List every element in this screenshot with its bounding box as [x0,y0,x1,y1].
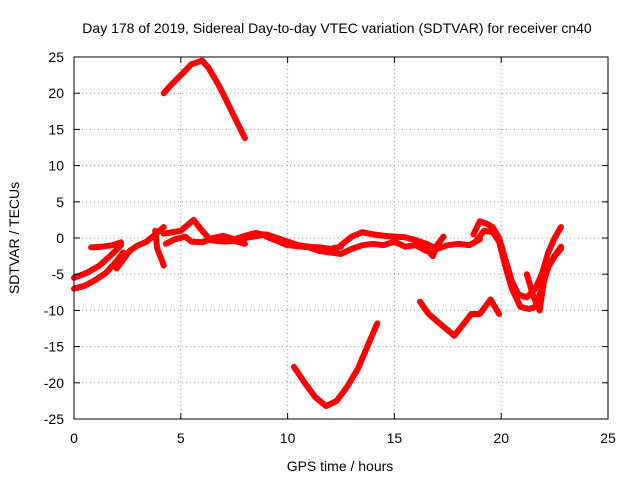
x-tick-label: 10 [280,430,296,446]
x-tick-label: 5 [177,430,185,446]
series-line-trace-k [338,229,483,252]
grid-layer [74,57,608,419]
series-line-trace-e [152,227,167,269]
y-tick-label: 10 [48,158,64,174]
series-layer [71,57,564,409]
series-line-trace-h [160,57,248,142]
series-line-trace-b [71,242,124,281]
y-tick-label: -10 [44,302,64,318]
series-line-trace-j [263,233,430,257]
x-axis-title: GPS time / hours [287,458,394,474]
x-tick-label: 25 [600,430,616,446]
x-tick-label: 0 [70,430,78,446]
y-tick-label: 5 [56,194,64,210]
chart-title: Day 178 of 2019, Sidereal Day-to-day VTE… [82,20,592,36]
y-tick-label: 0 [56,230,64,246]
series-line-trace-l [423,233,447,260]
x-tick-label: 20 [493,430,509,446]
y-tick-label: 15 [48,121,64,137]
series-line-trace-a [71,249,127,292]
y-tick-label: 20 [48,85,64,101]
y-tick-label: -15 [44,339,64,355]
y-tick-label: -20 [44,375,64,391]
y-axis-title: SDTVAR / TECUs [6,182,22,294]
y-tick-label: 25 [48,49,64,65]
y-tick-label: -25 [44,411,64,427]
series-line-trace-m [291,320,381,409]
tick-layer: 0 5 10 15 20 25 -25 -20 -15 -10 -5 0 5 10 15 20 25 [44,49,616,446]
series-line-trace-q [523,243,564,314]
y-tick-label: -5 [52,266,65,282]
series-line-trace-c [88,239,124,251]
series-line-trace-o [470,218,564,301]
x-tick-label: 15 [387,430,403,446]
series-line-trace-n [417,296,503,339]
